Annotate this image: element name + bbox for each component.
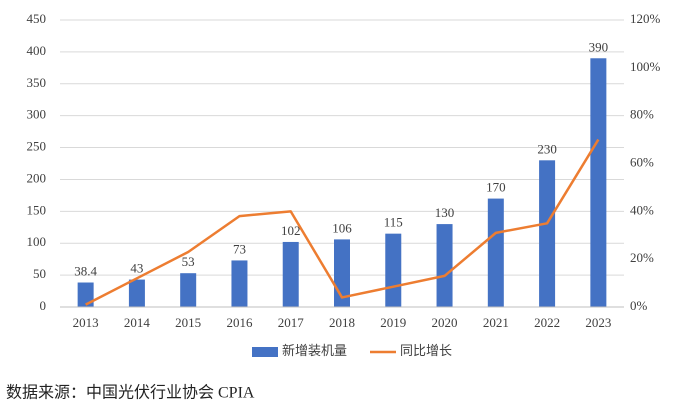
bar-value-label: 102 (281, 223, 301, 238)
y2-tick-label: 20% (630, 250, 654, 265)
y2-tick-label: 100% (630, 59, 661, 74)
y-tick-label: 300 (27, 107, 47, 122)
bar (385, 233, 402, 307)
y-tick-label: 50 (33, 266, 46, 281)
bar (128, 279, 145, 307)
legend-label: 同比增长 (400, 343, 452, 358)
x-tick-label: 2013 (73, 315, 99, 330)
x-tick-label: 2019 (380, 315, 406, 330)
bar (590, 58, 607, 308)
source-note: 数据来源：中国光伏行业协会 CPIA (6, 384, 255, 402)
y-tick-label: 250 (27, 139, 47, 154)
y-tick-label: 450 (27, 11, 47, 26)
x-tick-label: 2018 (329, 315, 355, 330)
bar-value-label: 38.4 (74, 263, 97, 278)
bar (231, 260, 248, 307)
bar (487, 198, 504, 307)
y2-tick-label: 0% (630, 298, 648, 313)
x-tick-label: 2014 (124, 315, 151, 330)
bar (180, 273, 197, 307)
y-tick-label: 0 (40, 298, 47, 313)
x-tick-label: 2022 (534, 315, 560, 330)
y2-tick-label: 40% (630, 202, 654, 217)
x-tick-label: 2020 (432, 315, 458, 330)
y-tick-label: 200 (27, 170, 47, 185)
x-tick-label: 2023 (585, 315, 611, 330)
x-tick-label: 2021 (483, 315, 509, 330)
bar (539, 160, 556, 307)
bar (282, 241, 299, 307)
bar-value-label: 43 (130, 261, 143, 276)
bar (77, 282, 94, 307)
bar-value-label: 230 (537, 141, 557, 156)
bar-value-label: 390 (589, 39, 609, 54)
y-tick-label: 400 (27, 43, 47, 58)
bar-value-label: 73 (233, 241, 246, 256)
y2-tick-label: 120% (630, 11, 661, 26)
bar-value-label: 53 (182, 254, 195, 269)
legend-swatch (252, 347, 278, 357)
x-tick-label: 2015 (175, 315, 201, 330)
bar-value-label: 106 (332, 220, 352, 235)
y-tick-label: 150 (27, 202, 47, 217)
legend-label: 新增装机量 (282, 343, 347, 358)
x-tick-label: 2017 (278, 315, 305, 330)
y-tick-label: 100 (27, 234, 47, 249)
y2-tick-label: 80% (630, 107, 654, 122)
y-tick-label: 350 (27, 75, 47, 90)
x-tick-label: 2016 (226, 315, 253, 330)
y2-tick-label: 60% (630, 154, 654, 169)
bar (436, 224, 453, 307)
bar-value-label: 130 (435, 205, 455, 220)
line (85, 138, 600, 306)
bar-value-label: 115 (384, 215, 403, 230)
bar-value-label: 170 (486, 180, 506, 195)
